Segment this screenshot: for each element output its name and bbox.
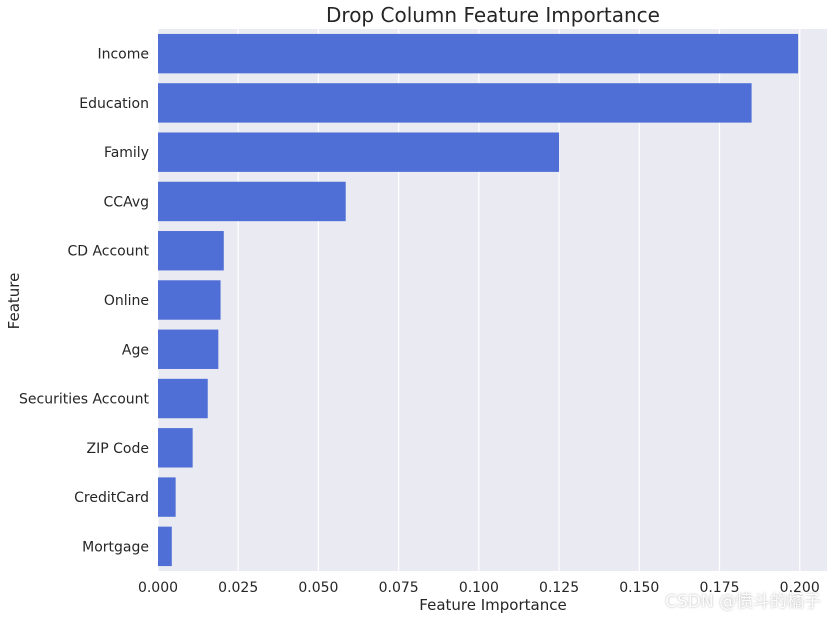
y-tick-label: CreditCard — [74, 490, 149, 506]
y-tick-label: Securities Account — [19, 392, 149, 408]
y-tick-label: Age — [122, 342, 149, 358]
y-tick-label: Online — [104, 293, 149, 309]
x-tick-label: 0.025 — [218, 580, 258, 596]
chart-title: Drop Column Feature Importance — [326, 3, 660, 27]
x-axis-label: Feature Importance — [419, 596, 566, 614]
bar-family — [158, 132, 560, 172]
y-tick-label: CD Account — [67, 244, 149, 260]
bar-online — [158, 280, 221, 320]
x-tick-labels: 0.000 0.025 0.050 0.075 0.100 0.125 0.150 0.175… — [138, 580, 820, 596]
bar-zip-code — [158, 428, 193, 468]
bar-education — [158, 83, 752, 123]
y-tick-label: Family — [104, 145, 149, 161]
y-tick-label: ZIP Code — [87, 441, 149, 457]
bars — [158, 33, 799, 567]
bar-ccavg — [158, 181, 346, 222]
y-tick-label: Mortgage — [82, 539, 149, 555]
x-tick-label: 0.200 — [780, 580, 820, 596]
bar-age — [158, 329, 219, 369]
bar-securities-account — [158, 378, 208, 419]
x-tick-label: 0.175 — [699, 580, 739, 596]
watermark: CSDN @愤斗的橘子 — [665, 592, 821, 612]
bar-cd-account — [158, 231, 224, 271]
y-tick-label: CCAvg — [104, 194, 149, 210]
bar-mortgage — [158, 526, 172, 567]
bar-creditcard — [158, 477, 176, 517]
y-tick-label: Education — [79, 96, 149, 112]
y-tick-labels: Income Education Family CCAvg CD Account Onli… — [19, 47, 149, 556]
y-tick-label: Income — [97, 47, 149, 63]
x-tick-label: 0.075 — [379, 580, 419, 596]
x-tick-label: 0.000 — [138, 580, 178, 596]
bar-income — [158, 33, 799, 74]
x-tick-label: 0.100 — [459, 580, 499, 596]
x-tick-label: 0.150 — [619, 580, 659, 596]
y-axis-label: Feature — [5, 273, 23, 330]
x-tick-label: 0.125 — [539, 580, 579, 596]
x-tick-label: 0.050 — [298, 580, 338, 596]
